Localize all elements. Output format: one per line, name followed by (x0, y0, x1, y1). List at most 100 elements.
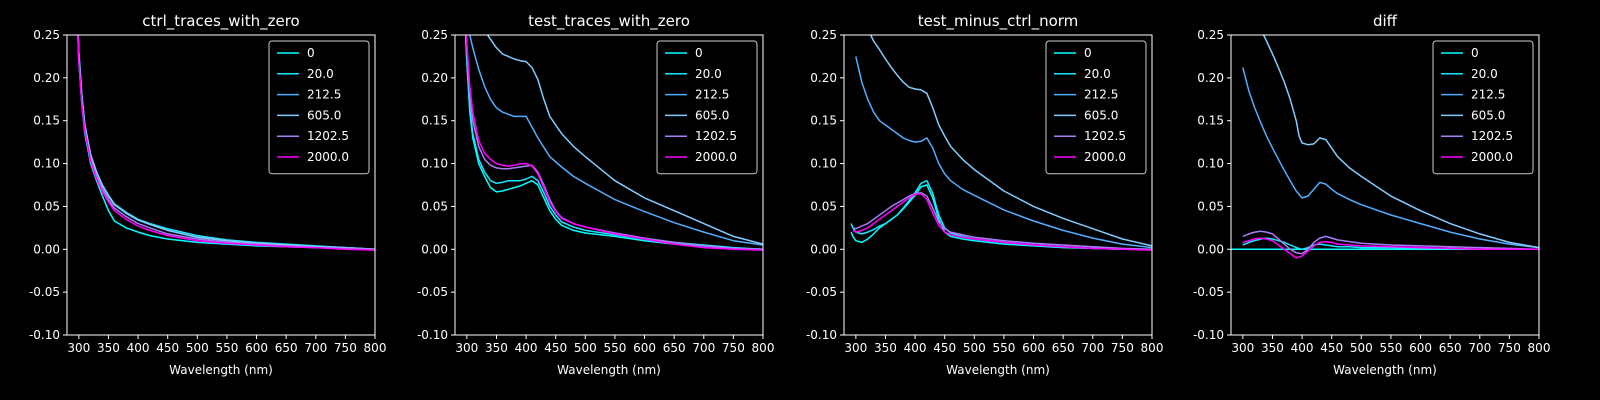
x-tick-label: 600 (1022, 341, 1045, 355)
x-tick-label: 600 (245, 341, 268, 355)
x-tick-label: 450 (933, 341, 956, 355)
x-tick-label: 300 (67, 341, 90, 355)
chart-panel-0: 300 350 400 450 500 550 600 650 700 750 800 -0.10 -0… (29, 12, 387, 377)
legend-entry: 605.0 (695, 108, 729, 122)
series-line-3 (486, 35, 763, 245)
chart-title: diff (1373, 12, 1398, 30)
x-tick-label: 550 (215, 341, 238, 355)
series-line-5 (465, 35, 763, 251)
x-tick-label: 700 (1468, 341, 1491, 355)
x-tick-label: 350 (485, 341, 508, 355)
series-line-2 (469, 35, 763, 246)
chart-title: test_traces_with_zero (528, 12, 690, 31)
y-tick-label: -0.05 (417, 285, 448, 299)
axes-frame (843, 34, 1153, 336)
y-tick-label: -0.10 (1193, 328, 1224, 342)
x-tick-label: 400 (904, 341, 927, 355)
x-tick-label: 400 (515, 341, 538, 355)
x-tick-label: 800 (364, 341, 387, 355)
series-line-2 (855, 56, 1152, 249)
x-tick-label: 750 (334, 341, 357, 355)
legend-entry: 212.5 (695, 88, 729, 102)
series-line-2 (1242, 67, 1539, 249)
legend: 0 20.0 212.5 605.0 1202.5 2000.0 (268, 40, 370, 175)
y-tick-label: 0.20 (810, 71, 837, 85)
legend-entry: 605.0 (307, 108, 341, 122)
chart-title: test_minus_ctrl_norm (918, 12, 1079, 31)
x-tick-label: 800 (1528, 341, 1551, 355)
legend-entry: 1202.5 (1471, 129, 1513, 143)
y-tick-label: 0.15 (1197, 114, 1224, 128)
y-tick-label: 0.10 (421, 157, 448, 171)
x-tick-label: 500 (574, 341, 597, 355)
x-tick-label: 700 (304, 341, 327, 355)
chart-panel-3: 300 350 400 450 500 550 600 650 700 750 800 -0.10 -0… (1193, 12, 1551, 377)
legend-entry: 2000.0 (695, 150, 737, 164)
y-tick-label: -0.05 (29, 285, 60, 299)
chart-title: ctrl_traces_with_zero (142, 12, 299, 31)
legend-entry: 0 (1471, 46, 1479, 60)
legend-entry: 212.5 (1084, 88, 1118, 102)
chart-panel-1: 300 350 400 450 500 550 600 650 700 750 800 -0.10 -0… (417, 12, 775, 377)
y-tick-label: 0.00 (1197, 242, 1224, 256)
series-line-4 (1242, 230, 1539, 255)
legend-entry: 20.0 (307, 67, 334, 81)
legend: 0 20.0 212.5 605.0 1202.5 2000.0 (656, 40, 758, 175)
series-lines (464, 35, 763, 251)
x-tick-label: 500 (1350, 341, 1373, 355)
series-line-0 (464, 35, 763, 251)
chart-panel-2: 300 350 400 450 500 550 600 650 700 750 800 -0.10 -0… (806, 12, 1164, 377)
legend-entry: 212.5 (1471, 88, 1505, 102)
y-tick-label: 0.20 (33, 71, 60, 85)
series-lines (1231, 35, 1539, 259)
x-tick-label: 650 (1052, 341, 1075, 355)
x-tick-label: 700 (692, 341, 715, 355)
x-tick-label: 800 (1141, 341, 1164, 355)
legend-entry: 2000.0 (307, 150, 349, 164)
y-tick-label: 0.20 (421, 71, 448, 85)
legend-entry: 0 (1084, 46, 1092, 60)
y-tick-label: 0.20 (1197, 71, 1224, 85)
x-axis-label: Wavelength (nm) (1333, 363, 1437, 377)
series-line-1 (1242, 237, 1539, 251)
x-axis-label: Wavelength (nm) (557, 363, 661, 377)
series-line-3 (77, 35, 375, 251)
legend-entry: 0 (695, 46, 703, 60)
x-tick-label: 350 (874, 341, 897, 355)
y-tick-label: 0.10 (1197, 157, 1224, 171)
x-tick-label: 650 (1439, 341, 1462, 355)
x-tick-label: 500 (186, 341, 209, 355)
y-tick-label: 0.10 (33, 157, 60, 171)
y-tick-label: 0.25 (33, 28, 60, 42)
x-tick-label: 650 (663, 341, 686, 355)
x-tick-label: 550 (992, 341, 1015, 355)
legend-entry: 20.0 (1084, 67, 1111, 81)
y-tick-label: 0.15 (33, 114, 60, 128)
legend-entry: 605.0 (1084, 108, 1118, 122)
x-tick-label: 300 (455, 341, 478, 355)
x-tick-label: 700 (1081, 341, 1104, 355)
series-line-3 (870, 35, 1152, 247)
x-tick-label: 550 (603, 341, 626, 355)
x-tick-label: 500 (963, 341, 986, 355)
axes-frame (454, 34, 764, 336)
x-tick-label: 450 (156, 341, 179, 355)
y-tick-label: 0.15 (810, 114, 837, 128)
y-tick-label: 0.00 (810, 242, 837, 256)
y-tick-label: -0.10 (806, 328, 837, 342)
y-tick-label: -0.05 (806, 285, 837, 299)
axes-frame (1230, 34, 1540, 336)
x-tick-label: 750 (1111, 341, 1134, 355)
series-line-0 (850, 184, 1152, 251)
x-tick-label: 400 (1291, 341, 1314, 355)
legend-entry: 2000.0 (1471, 150, 1513, 164)
series-line-5 (852, 192, 1152, 251)
x-tick-label: 600 (1409, 341, 1432, 355)
axes-frame (66, 34, 376, 336)
series-lines (77, 35, 375, 251)
x-tick-label: 350 (97, 341, 120, 355)
legend-entry: 20.0 (695, 67, 722, 81)
y-tick-label: 0.05 (1197, 199, 1224, 213)
